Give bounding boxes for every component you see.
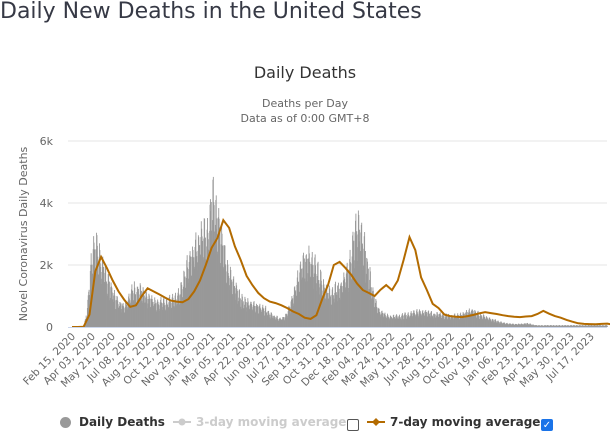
seven-day-average-line — [72, 217, 610, 328]
chart-subtitle: Deaths per Day Data as of 0:00 GMT+8 — [0, 96, 610, 126]
daily-deaths-bars — [78, 176, 608, 327]
legend-item-3-day-average[interactable]: 3-day moving average — [173, 415, 346, 429]
grid-lines — [68, 140, 607, 266]
checkbox-7-day-average[interactable]: ✓ — [541, 419, 553, 431]
page-title: Daily New Deaths in the United States — [0, 0, 422, 24]
y-axis-tick-labels: 0 2k 4k 6k — [40, 135, 54, 334]
circle-marker-icon — [60, 416, 71, 428]
legend-label: 3-day moving average — [196, 415, 347, 429]
legend-item-daily-deaths[interactable]: Daily Deaths — [60, 415, 165, 429]
diamond-marker-icon — [367, 418, 385, 426]
y-tick-label: 0 — [46, 321, 53, 334]
legend-label: Daily Deaths — [79, 415, 165, 429]
checkbox-3-day-average[interactable] — [347, 419, 359, 431]
chart-legend: Daily Deaths 3-day moving average 7-day … — [0, 415, 610, 435]
y-tick-label: 2k — [40, 259, 54, 272]
daily-deaths-bar — [606, 325, 608, 327]
y-tick-label: 4k — [40, 197, 54, 210]
chart-subtitle-line-2: Data as of 0:00 GMT+8 — [240, 112, 370, 125]
chart-plot: 0 2k 4k 6k Novel Coronavirus Daily Deaths F… — [17, 135, 610, 390]
chart-title: Daily Deaths — [253, 63, 357, 82]
y-axis-title: Novel Coronavirus Daily Deaths — [17, 146, 30, 321]
y-tick-label: 6k — [40, 135, 54, 148]
legend-item-7-day-average[interactable]: 7-day moving average — [367, 415, 540, 429]
legend-label: 7-day moving average — [390, 415, 541, 429]
chart-subtitle-line-1: Deaths per Day — [262, 97, 348, 110]
line-marker-icon — [173, 418, 191, 426]
